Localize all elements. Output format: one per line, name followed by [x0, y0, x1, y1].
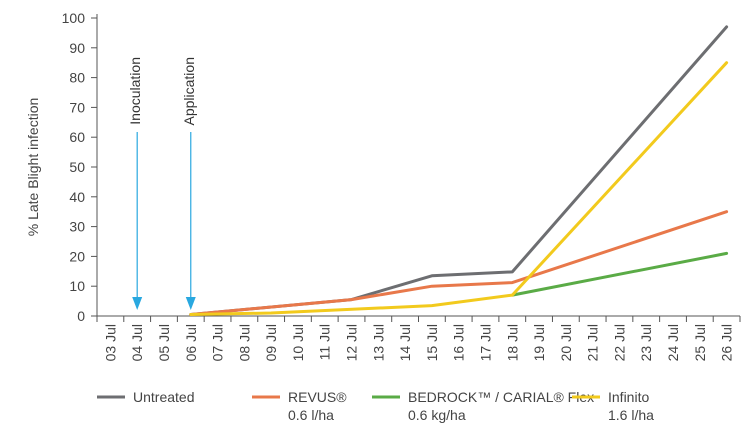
- annotation-arrow-head: [185, 297, 196, 310]
- x-tick-label: 12 Jul: [344, 324, 360, 361]
- legend-label: REVUS®: [288, 389, 347, 405]
- y-tick-label: 100: [62, 10, 86, 26]
- x-tick-label: 21 Jul: [585, 324, 601, 361]
- x-tick-label: 17 Jul: [477, 324, 493, 361]
- y-tick-label: 20: [69, 248, 85, 264]
- annotation-arrow-head: [132, 297, 143, 310]
- y-tick-label: 40: [69, 189, 85, 205]
- x-tick-label: 03 Jul: [102, 324, 118, 361]
- legend-label: BEDROCK™ / CARIAL® Flex: [408, 389, 594, 405]
- x-axis: 03 Jul 04 Jul 05 Jul 06 Jul 07 Jul 08 Jul 09 J…: [96, 315, 741, 361]
- legend-label: Infinito: [608, 389, 649, 405]
- y-tick-label: 80: [69, 70, 85, 86]
- y-tick-label: 0: [77, 308, 85, 324]
- legend-sublabel: 0.6 kg/ha: [408, 407, 466, 423]
- x-tick-label: 20 Jul: [558, 324, 574, 361]
- series-line-0: [189, 25, 729, 316]
- x-tick-label: 24 Jul: [665, 324, 681, 361]
- legend: Untreated REVUS® 0.6 l/ha BEDROCK™ / CARIAL…: [97, 389, 654, 423]
- x-tick-label: 06 Jul: [183, 324, 199, 361]
- y-axis: 0 10 20 30 40 50 60 70 80 90 100: [62, 10, 98, 324]
- x-tick-label: 25 Jul: [692, 324, 708, 361]
- y-tick-label: 30: [69, 219, 85, 235]
- y-axis-label: % Late Blight infection: [25, 98, 41, 237]
- x-tick-label: 05 Jul: [156, 324, 172, 361]
- series-line-3: [189, 61, 729, 316]
- x-tick-label: 08 Jul: [236, 324, 252, 361]
- series-line-1: [189, 210, 729, 316]
- x-tick-label: 22 Jul: [611, 324, 627, 361]
- legend-sublabel: 1.6 l/ha: [608, 407, 654, 423]
- x-tick-label: 23 Jul: [638, 324, 654, 361]
- x-tick-label: 18 Jul: [504, 324, 520, 361]
- x-tick-label: 26 Jul: [719, 324, 735, 361]
- y-tick-label: 50: [69, 159, 85, 175]
- x-tick-label: 15 Jul: [424, 324, 440, 361]
- annotations: Inoculation Application: [127, 57, 197, 310]
- legend-label: Untreated: [133, 389, 194, 405]
- y-tick-label: 70: [69, 99, 85, 115]
- x-tick-label: 11 Jul: [317, 324, 333, 360]
- annotation-label: Application: [181, 57, 197, 126]
- y-tick-label: 60: [69, 129, 85, 145]
- data-series: [189, 25, 729, 316]
- x-tick-label: 13 Jul: [370, 324, 386, 361]
- y-tick-label: 10: [69, 278, 85, 294]
- x-tick-label: 16 Jul: [451, 324, 467, 361]
- x-tick-label: 10 Jul: [290, 324, 306, 361]
- x-tick-label: 19 Jul: [531, 324, 547, 361]
- x-tick-label: 07 Jul: [210, 324, 226, 361]
- annotation-label: Inoculation: [127, 57, 143, 125]
- x-tick-label: 14 Jul: [397, 324, 413, 361]
- x-tick-label: 04 Jul: [129, 324, 145, 361]
- y-tick-label: 90: [69, 40, 85, 56]
- x-tick-label: 09 Jul: [263, 324, 279, 361]
- series-line-2: [510, 251, 729, 297]
- legend-sublabel: 0.6 l/ha: [288, 407, 334, 423]
